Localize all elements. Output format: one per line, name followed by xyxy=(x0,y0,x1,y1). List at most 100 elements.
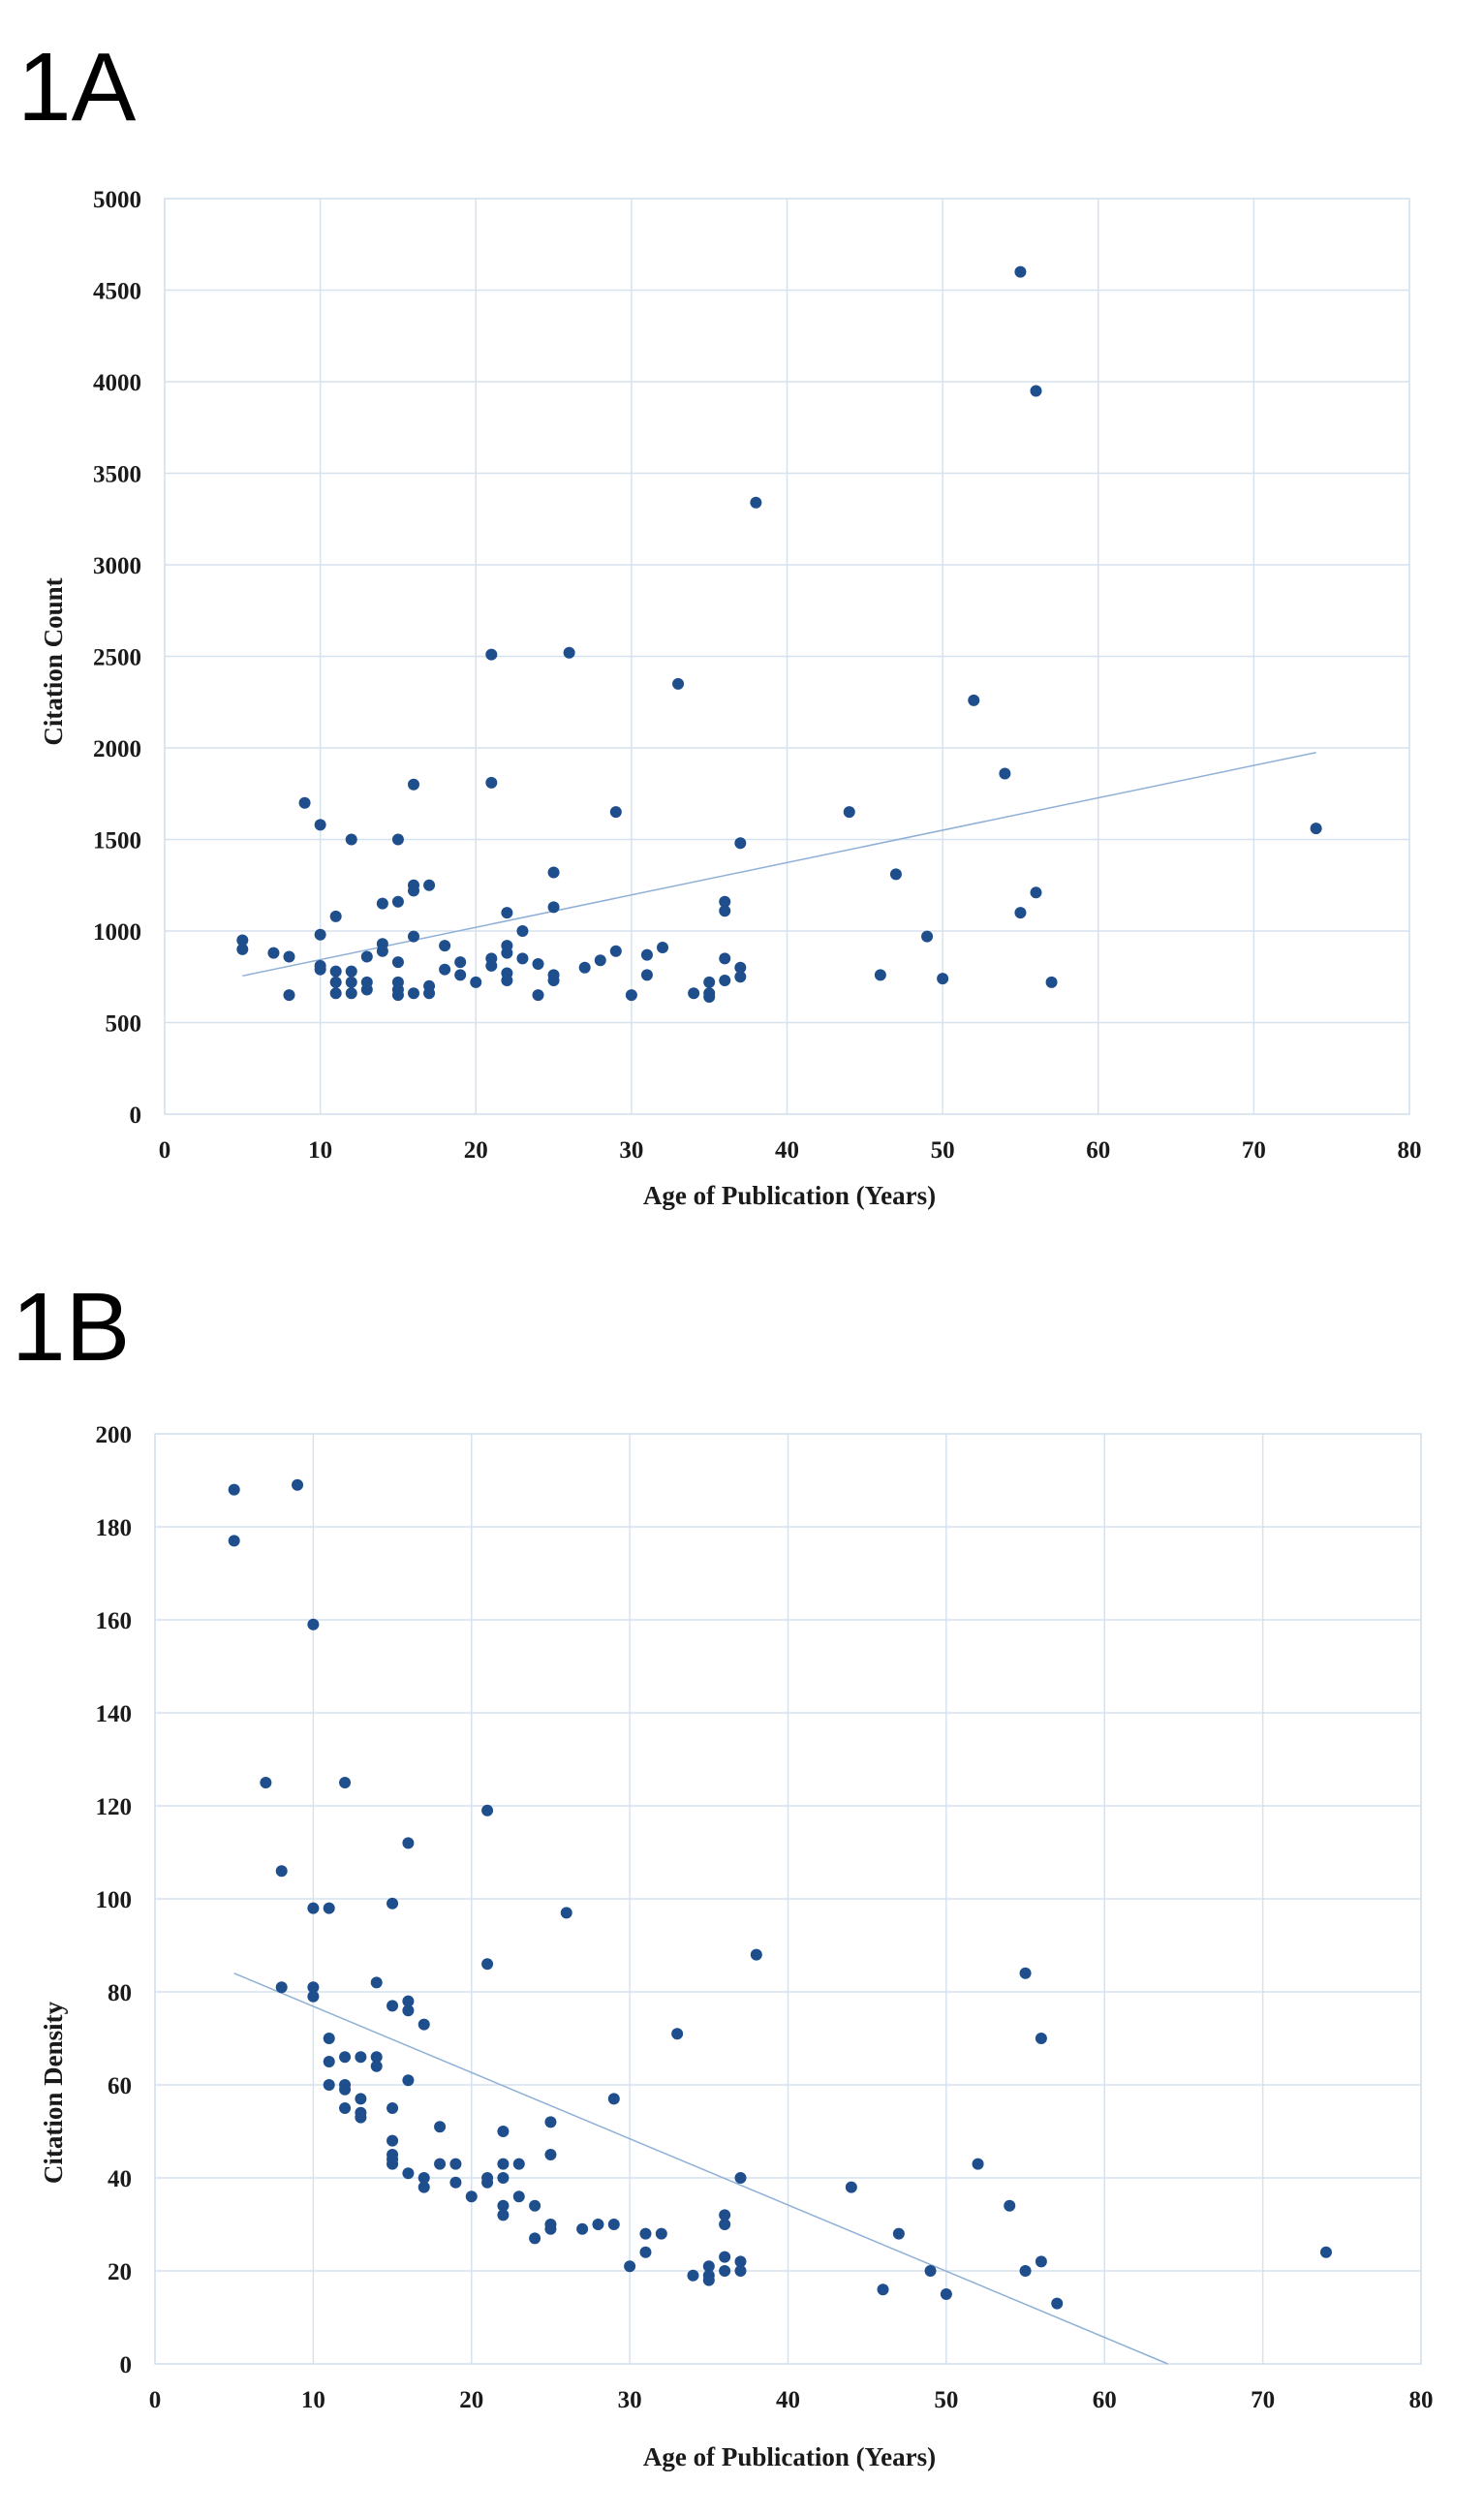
data-point xyxy=(501,947,513,959)
data-point xyxy=(376,897,388,910)
y-tick-label: 200 xyxy=(96,1422,133,1448)
data-point xyxy=(465,2190,478,2203)
data-point xyxy=(734,837,747,850)
y-axis-title: Citation Density xyxy=(39,2001,68,2184)
data-point xyxy=(719,2251,731,2263)
data-point xyxy=(283,950,295,963)
data-point xyxy=(702,2274,715,2286)
data-point xyxy=(481,1804,494,1817)
data-point xyxy=(485,648,498,661)
y-tick-label: 140 xyxy=(96,1701,133,1727)
data-point xyxy=(402,2004,415,2017)
x-tick-label: 60 xyxy=(1086,1137,1110,1164)
data-point xyxy=(402,2074,415,2087)
data-point xyxy=(307,1981,320,1994)
data-point xyxy=(640,948,653,961)
data-point xyxy=(719,895,731,908)
data-point xyxy=(260,1777,272,1788)
data-point xyxy=(275,1981,288,1994)
data-point xyxy=(544,2116,557,2128)
y-tick-label: 160 xyxy=(96,1608,133,1634)
y-tick-label: 3000 xyxy=(93,553,141,579)
data-point xyxy=(843,806,855,819)
data-point xyxy=(391,833,404,846)
data-point xyxy=(516,952,529,965)
tick-labels: 0500100015002000250030003500400045005000… xyxy=(93,187,1422,1164)
data-point xyxy=(355,2093,367,2105)
data-point xyxy=(639,2227,652,2240)
data-point xyxy=(547,866,560,879)
y-tick-label: 1500 xyxy=(93,828,141,854)
data-point xyxy=(386,1897,399,1910)
data-point xyxy=(719,952,731,965)
data-point xyxy=(877,2283,889,2296)
x-tick-label: 40 xyxy=(775,1137,799,1164)
data-point xyxy=(314,963,326,976)
data-point xyxy=(439,963,451,976)
data-point xyxy=(921,930,934,943)
y-tick-label: 500 xyxy=(106,1011,142,1038)
data-point xyxy=(345,987,357,1000)
x-axis-title: Age of Publication (Years) xyxy=(643,2442,936,2471)
data-point xyxy=(544,2222,557,2235)
x-tick-label: 80 xyxy=(1409,2387,1434,2413)
y-tick-label: 120 xyxy=(96,1794,133,1820)
data-point xyxy=(236,943,249,955)
data-point xyxy=(485,776,498,789)
x-tick-label: 40 xyxy=(776,2387,800,2413)
data-point xyxy=(1014,265,1027,278)
trendline xyxy=(233,1972,1168,2365)
data-point xyxy=(501,907,513,919)
scatter-chart-citation-count: 0500100015002000250030003500400045005000… xyxy=(39,187,1422,1210)
data-point xyxy=(485,959,498,972)
data-point xyxy=(719,905,731,917)
x-tick-label: 70 xyxy=(1242,1137,1266,1164)
grid-lines xyxy=(164,198,1410,1115)
data-point xyxy=(228,1483,240,1496)
data-point xyxy=(307,1902,320,1914)
data-point xyxy=(423,987,436,1000)
x-tick-label: 0 xyxy=(159,1137,171,1164)
data-point xyxy=(1014,907,1027,919)
panel-label-1b: 1B xyxy=(12,1273,131,1382)
y-tick-label: 0 xyxy=(120,2352,133,2378)
data-point xyxy=(434,2121,447,2133)
x-tick-label: 10 xyxy=(308,1137,332,1164)
data-point xyxy=(275,1865,288,1878)
y-tick-label: 4500 xyxy=(93,279,141,305)
y-tick-label: 60 xyxy=(108,2073,132,2099)
data-point xyxy=(323,2033,335,2044)
data-point xyxy=(236,934,249,947)
data-point xyxy=(329,976,342,988)
data-point xyxy=(750,1948,762,1961)
data-point xyxy=(339,2051,352,2064)
y-axis-title: Citation Count xyxy=(39,577,68,745)
y-tick-label: 100 xyxy=(96,1887,133,1913)
data-point xyxy=(339,2083,352,2096)
data-point xyxy=(345,965,357,978)
data-point xyxy=(671,2028,684,2040)
data-point xyxy=(417,2181,430,2193)
data-point xyxy=(267,947,280,959)
data-point xyxy=(417,2018,430,2031)
data-point xyxy=(370,2051,383,2064)
data-point xyxy=(719,975,731,987)
data-point xyxy=(283,989,295,1002)
data-point xyxy=(719,2265,731,2277)
x-tick-label: 30 xyxy=(619,1137,643,1164)
data-point xyxy=(391,989,404,1002)
data-point xyxy=(1019,1967,1032,1979)
data-point xyxy=(750,496,762,509)
data-point xyxy=(940,2288,952,2300)
x-tick-label: 50 xyxy=(934,2387,958,2413)
data-point xyxy=(889,868,902,881)
data-point xyxy=(703,991,716,1004)
data-point xyxy=(497,2172,510,2184)
data-point xyxy=(408,987,419,1000)
data-point xyxy=(314,928,326,941)
data-point xyxy=(339,1777,352,1788)
data-point xyxy=(345,976,357,988)
data-point xyxy=(345,833,357,846)
y-tick-label: 3500 xyxy=(93,462,141,488)
data-point xyxy=(529,2199,541,2212)
